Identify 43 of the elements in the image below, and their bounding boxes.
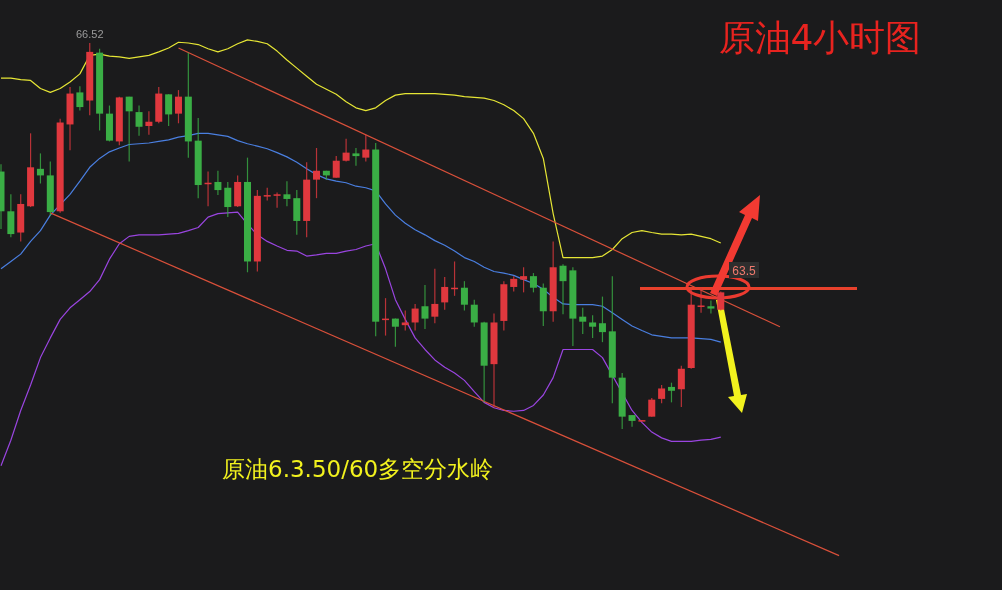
candlestick: [332, 155, 340, 179]
candlestick: [401, 309, 409, 332]
candlestick: [125, 96, 133, 163]
candlestick: [145, 110, 153, 136]
candlestick: [135, 104, 143, 137]
candlestick: [559, 263, 567, 315]
candlestick: [520, 266, 528, 293]
candlestick: [460, 280, 468, 312]
candlestick: [648, 397, 656, 418]
candlestick: [470, 299, 478, 328]
candlestick: [174, 89, 182, 124]
candlestick: [421, 284, 429, 330]
candlestick: [697, 287, 705, 314]
candlestick: [411, 303, 419, 332]
candlestick: [224, 181, 232, 218]
candlestick: [313, 147, 321, 199]
candlestick: [539, 282, 547, 327]
candlestick: [598, 296, 606, 343]
candlestick: [283, 180, 291, 207]
candlestick: [658, 384, 666, 404]
candlestick: [589, 314, 597, 339]
candlestick: [273, 191, 281, 209]
candlestick: [36, 152, 44, 185]
candlestick: [431, 268, 439, 324]
annotation: 66.52: [75, 28, 104, 40]
text: 原油6.3.50/60多空分水岭: [222, 456, 494, 482]
annotation: 63.5: [732, 264, 756, 278]
candlestick: [441, 276, 449, 311]
candlestick: [342, 138, 350, 163]
candlestick: [7, 193, 15, 238]
candlestick: [214, 170, 222, 196]
candlestick: [677, 365, 685, 408]
candlestick: [293, 189, 301, 236]
candlestick: [76, 85, 84, 112]
candlestick: [707, 299, 715, 315]
candlestick: [529, 272, 537, 293]
candlestick: [352, 147, 360, 167]
candlestick: [667, 382, 675, 403]
candlestick: [579, 307, 587, 335]
candlestick: [362, 134, 370, 163]
candlestick: [165, 93, 173, 127]
chart-title: 原油4小时图: [718, 17, 922, 58]
candlestick: [391, 318, 399, 348]
